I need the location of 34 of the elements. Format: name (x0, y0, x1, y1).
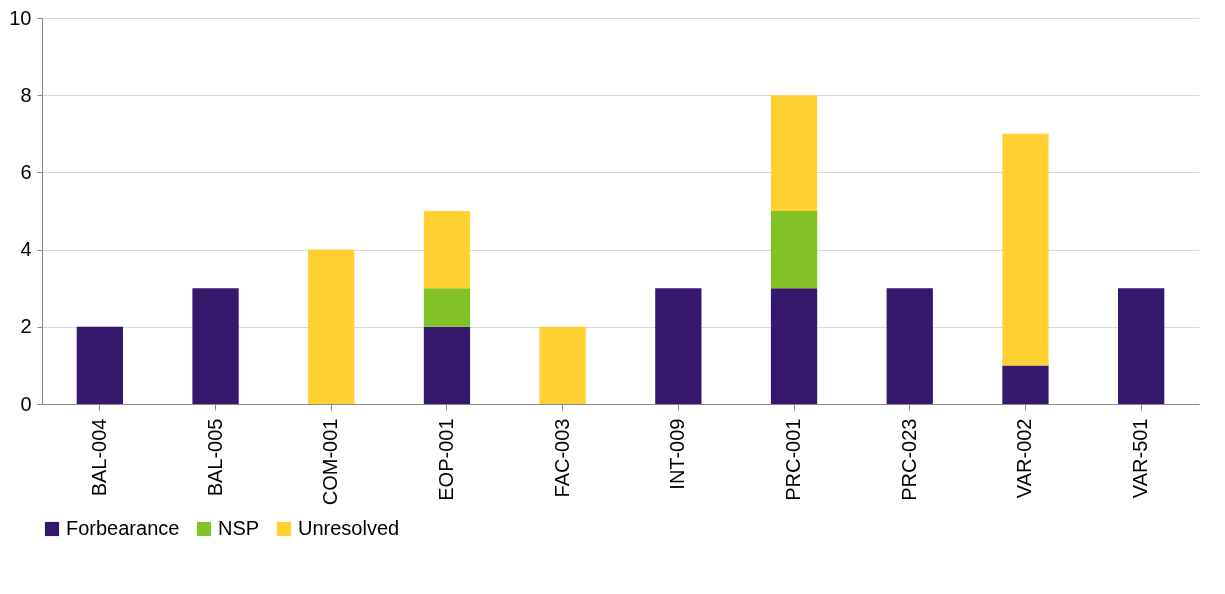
x-tick-label: VAR-002 (1013, 418, 1036, 499)
legend-label: NSP (218, 517, 260, 539)
x-tick-label: BAL-005 (203, 418, 226, 497)
x-tick-label: COM-001 (319, 418, 342, 506)
bar (770, 288, 818, 404)
bar (76, 326, 123, 404)
bar (423, 211, 471, 289)
bar (539, 326, 586, 404)
y-tick-label: 0 (20, 392, 32, 415)
x-tick-label: BAL-004 (87, 418, 110, 497)
bar (1002, 365, 1049, 404)
y-tick-label: 10 (9, 6, 32, 29)
bar (655, 288, 702, 404)
bar (423, 326, 471, 404)
y-tick-label: 6 (20, 160, 32, 183)
bar (423, 288, 471, 327)
bar (886, 288, 933, 404)
x-tick-label: PRC-023 (897, 418, 920, 501)
x-tick-label: FAC-003 (550, 418, 573, 498)
bar (1002, 133, 1049, 366)
bar (770, 95, 818, 211)
bar (770, 211, 818, 289)
bar (1118, 288, 1165, 404)
x-tick-label: PRC-001 (782, 418, 805, 501)
x-tick-label: EOP-001 (434, 418, 457, 501)
y-tick-label: 2 (20, 315, 32, 338)
legend-label: Forbearance (66, 517, 180, 539)
bar (192, 288, 239, 404)
y-tick-label: 4 (20, 238, 32, 261)
x-tick-label: INT-009 (666, 418, 689, 490)
y-tick-label: 8 (20, 83, 32, 106)
x-tick-label: VAR-501 (1129, 418, 1152, 499)
bar (308, 249, 355, 404)
legend-label: Unresolved (298, 517, 400, 539)
